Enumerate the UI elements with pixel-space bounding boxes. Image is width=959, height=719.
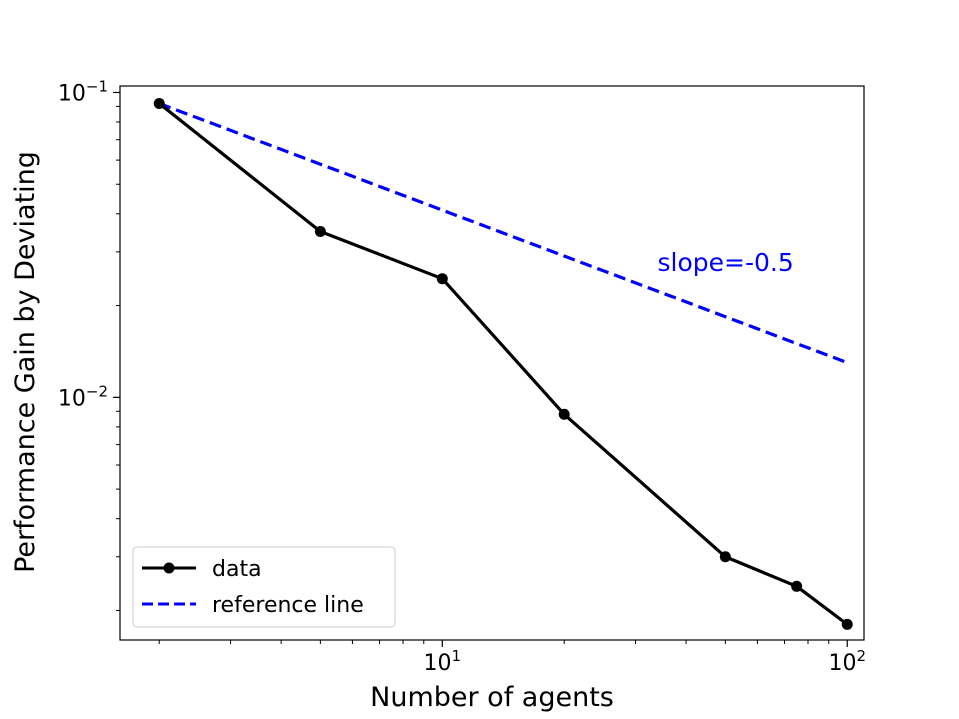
data-point [314,225,326,237]
reference-line [158,102,848,365]
series-layer [153,98,853,630]
plot-area-frame [119,85,865,641]
data-point [841,618,853,630]
y-tick-label: 10−2 [58,382,108,411]
slope-annotation: slope=-0.5 [658,248,794,277]
legend-data-marker [163,562,175,574]
data-point [153,98,165,110]
x-axis-label: Number of agents [370,682,614,713]
data-point [558,408,570,420]
legend-box [132,546,396,628]
legend: data reference line [132,546,396,628]
x-tick-label: 102 [828,647,866,676]
y-tick-label: 10−1 [58,77,108,106]
data-line [158,102,849,626]
y-axis-label: Performance Gain by Deviating [10,151,41,573]
minor-ticks [116,105,830,644]
data-point [791,580,803,592]
legend-label-data: data [212,557,262,582]
data-point [436,273,448,285]
legend-label-reference: reference line [212,593,364,618]
x-tick-label: 101 [424,647,462,676]
major-ticks: 101 102 10−1 10−2 [58,77,866,676]
data-point [719,551,731,563]
